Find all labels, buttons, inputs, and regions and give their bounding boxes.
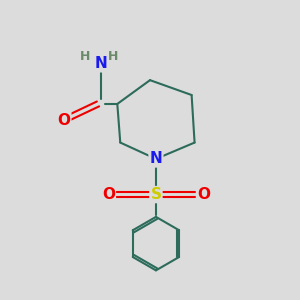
Text: S: S (150, 187, 161, 202)
Text: O: O (102, 187, 115, 202)
Text: H: H (80, 50, 90, 63)
Text: O: O (197, 187, 210, 202)
Text: N: N (94, 56, 107, 71)
Text: O: O (57, 113, 70, 128)
Text: H: H (108, 50, 118, 63)
Text: N: N (150, 152, 162, 166)
